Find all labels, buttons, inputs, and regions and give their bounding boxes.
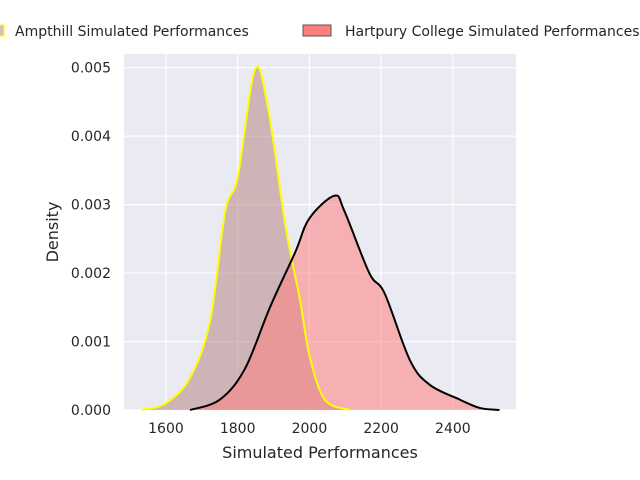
x-tick-label: 2400 (435, 421, 471, 437)
legend-swatch-hartpury (302, 24, 332, 37)
legend-swatch-ampthill (0, 24, 5, 37)
y-axis-label: Density (43, 202, 62, 263)
x-tick-labels: 1600 1800 2000 2200 2400 (148, 421, 471, 437)
y-tick-label: 0.003 (71, 198, 111, 214)
density-areas (141, 66, 500, 411)
legend-label-ampthill: Ampthill Simulated Performances (15, 24, 249, 40)
y-tick-label: 0.004 (71, 129, 111, 145)
density-fill-hartpury (189, 195, 500, 410)
x-axis-label: Simulated Performances (222, 443, 418, 462)
y-tick-label: 0.005 (71, 61, 111, 77)
density-line-hartpury (189, 194, 500, 411)
x-tick-label: 2000 (292, 421, 328, 437)
x-tick-label: 1800 (220, 421, 256, 437)
density-line-ampthill (141, 66, 351, 411)
y-tick-labels: 0.000 0.001 0.002 0.003 0.004 0.005 (71, 61, 111, 419)
y-tick-label: 0.000 (71, 403, 111, 419)
legend-label-hartpury: Hartpury College Simulated Performances (345, 24, 640, 40)
legend: Ampthill Simulated Performances Hartpury… (0, 24, 640, 40)
y-tick-label: 0.001 (71, 335, 111, 351)
y-tick-label: 0.002 (71, 266, 111, 282)
x-tick-label: 2200 (363, 421, 399, 437)
x-tick-label: 1600 (148, 421, 184, 437)
